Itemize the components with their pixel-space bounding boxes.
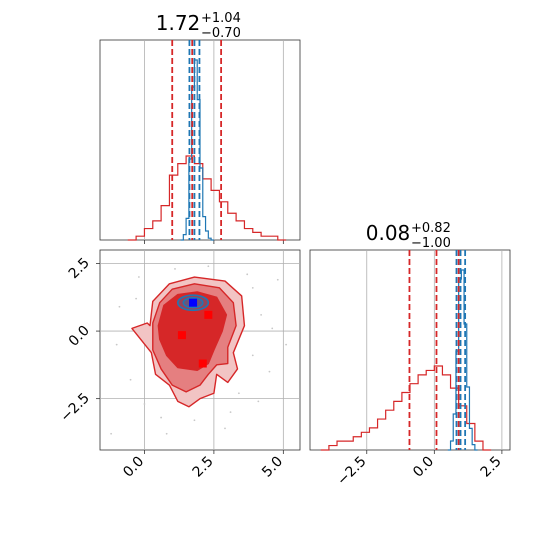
scatter-point bbox=[251, 354, 254, 357]
scatter-point bbox=[129, 378, 132, 381]
scatter-point bbox=[251, 286, 254, 289]
x-tick-label: 2.5 bbox=[190, 454, 217, 481]
scatter-point bbox=[193, 419, 196, 422]
blue-histogram bbox=[180, 59, 214, 241]
scatter-point bbox=[276, 278, 279, 281]
panel-title-median: 1.72 bbox=[156, 11, 201, 35]
scatter-point bbox=[207, 265, 210, 268]
scatter-point bbox=[285, 343, 288, 346]
scatter-point bbox=[174, 268, 176, 270]
histogram-panel-param-2: 0.08 +0.82−1.00 −2.5 0.0 2.5 bbox=[309, 221, 511, 489]
panel-title-lower-error: −0.70 bbox=[201, 26, 241, 41]
panel-title-upper-error: +0.82 bbox=[411, 221, 451, 236]
scatter-point bbox=[110, 432, 113, 435]
histogram-panel-param-1: 1.72 +1.04−0.70 bbox=[99, 11, 301, 244]
x-tick-label: 5.0 bbox=[259, 454, 286, 481]
scatter-point bbox=[135, 297, 138, 300]
scatter-point bbox=[229, 411, 232, 414]
red-histogram bbox=[127, 155, 287, 241]
scatter-point bbox=[115, 343, 118, 346]
scatter-point bbox=[224, 427, 226, 430]
scatter-point bbox=[165, 432, 168, 435]
scatter-point bbox=[268, 370, 271, 373]
panel-title-median: 0.08 bbox=[366, 221, 411, 245]
red-square-marker bbox=[204, 310, 213, 319]
y-tick-label: 2.5 bbox=[66, 255, 93, 282]
scatter-point bbox=[260, 313, 263, 316]
scatter-point bbox=[257, 400, 260, 403]
x-tick-label: −2.5 bbox=[334, 454, 369, 489]
axes-frame bbox=[99, 249, 301, 451]
panel-title-upper-error: +1.04 bbox=[201, 11, 241, 26]
x-tick-label: 0.0 bbox=[410, 454, 437, 481]
red-square-marker bbox=[198, 359, 207, 368]
y-tick-label: 0.0 bbox=[66, 323, 93, 350]
scatter-point bbox=[118, 305, 121, 308]
red-square-marker bbox=[177, 331, 186, 340]
panel-title-lower-error: −1.00 bbox=[411, 236, 451, 251]
x-tick-label: 2.5 bbox=[478, 454, 505, 481]
contour-panel-2d: 0.0 2.5 5.0 2.5 0.0 −2.5 bbox=[57, 249, 301, 481]
scatter-point bbox=[137, 276, 140, 278]
x-tick-label: 0.0 bbox=[120, 454, 147, 481]
scatter-point bbox=[160, 416, 163, 419]
blue-histogram bbox=[447, 269, 478, 451]
scatter-point bbox=[237, 392, 240, 395]
scatter-point bbox=[246, 273, 249, 276]
blue-square-marker bbox=[189, 298, 198, 307]
scatter-point bbox=[271, 327, 274, 330]
scatter-point bbox=[143, 403, 146, 405]
y-tick-label: −2.5 bbox=[57, 390, 92, 425]
